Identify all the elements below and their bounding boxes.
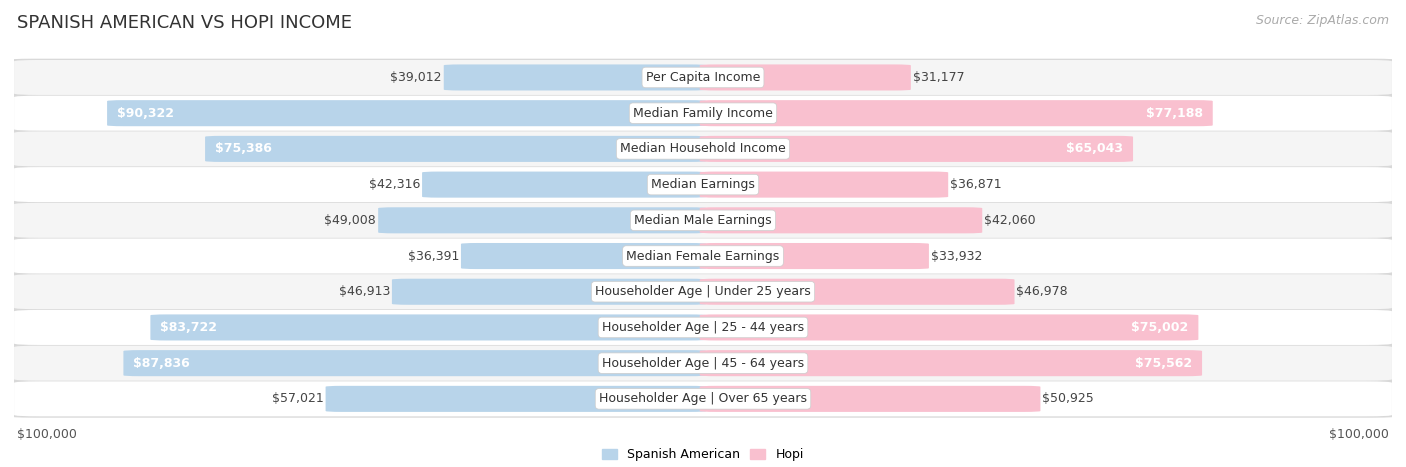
Text: $57,021: $57,021 — [271, 392, 323, 405]
Legend: Spanish American, Hopi: Spanish American, Hopi — [602, 448, 804, 461]
FancyBboxPatch shape — [14, 203, 1392, 238]
Text: $65,043: $65,043 — [1066, 142, 1123, 156]
Text: Median Family Income: Median Family Income — [633, 106, 773, 120]
FancyBboxPatch shape — [700, 386, 1040, 412]
Text: $75,002: $75,002 — [1132, 321, 1188, 334]
FancyBboxPatch shape — [700, 207, 983, 234]
FancyBboxPatch shape — [7, 95, 1399, 131]
Text: $31,177: $31,177 — [912, 71, 965, 84]
Text: Source: ZipAtlas.com: Source: ZipAtlas.com — [1256, 14, 1389, 27]
Text: $46,978: $46,978 — [1017, 285, 1069, 298]
FancyBboxPatch shape — [378, 207, 706, 234]
FancyBboxPatch shape — [14, 96, 1392, 131]
FancyBboxPatch shape — [150, 314, 706, 340]
FancyBboxPatch shape — [7, 381, 1399, 417]
FancyBboxPatch shape — [14, 346, 1392, 381]
Text: Median Household Income: Median Household Income — [620, 142, 786, 156]
Text: $33,932: $33,932 — [931, 249, 983, 262]
Text: Householder Age | 45 - 64 years: Householder Age | 45 - 64 years — [602, 357, 804, 370]
FancyBboxPatch shape — [392, 279, 706, 305]
Text: Per Capita Income: Per Capita Income — [645, 71, 761, 84]
Text: $49,008: $49,008 — [325, 214, 377, 227]
FancyBboxPatch shape — [14, 167, 1392, 202]
FancyBboxPatch shape — [700, 171, 948, 198]
FancyBboxPatch shape — [700, 100, 1213, 126]
Text: $36,871: $36,871 — [950, 178, 1002, 191]
FancyBboxPatch shape — [205, 136, 706, 162]
FancyBboxPatch shape — [7, 238, 1399, 274]
FancyBboxPatch shape — [700, 136, 1133, 162]
FancyBboxPatch shape — [326, 386, 706, 412]
FancyBboxPatch shape — [461, 243, 706, 269]
FancyBboxPatch shape — [7, 274, 1399, 310]
Text: $50,925: $50,925 — [1042, 392, 1094, 405]
Text: $36,391: $36,391 — [408, 249, 458, 262]
Text: $75,562: $75,562 — [1135, 357, 1192, 370]
Text: SPANISH AMERICAN VS HOPI INCOME: SPANISH AMERICAN VS HOPI INCOME — [17, 14, 352, 32]
Text: $87,836: $87,836 — [134, 357, 190, 370]
Text: $77,188: $77,188 — [1146, 106, 1204, 120]
FancyBboxPatch shape — [7, 166, 1399, 203]
FancyBboxPatch shape — [7, 59, 1399, 96]
Text: Median Earnings: Median Earnings — [651, 178, 755, 191]
FancyBboxPatch shape — [14, 60, 1392, 95]
FancyBboxPatch shape — [14, 131, 1392, 166]
FancyBboxPatch shape — [422, 171, 706, 198]
FancyBboxPatch shape — [14, 310, 1392, 345]
FancyBboxPatch shape — [700, 350, 1202, 376]
Text: $75,386: $75,386 — [215, 142, 271, 156]
Text: Median Female Earnings: Median Female Earnings — [627, 249, 779, 262]
FancyBboxPatch shape — [7, 131, 1399, 167]
Text: $90,322: $90,322 — [117, 106, 174, 120]
FancyBboxPatch shape — [700, 243, 929, 269]
Text: $83,722: $83,722 — [160, 321, 218, 334]
FancyBboxPatch shape — [700, 314, 1198, 340]
FancyBboxPatch shape — [7, 202, 1399, 239]
FancyBboxPatch shape — [14, 239, 1392, 274]
Text: Householder Age | Under 25 years: Householder Age | Under 25 years — [595, 285, 811, 298]
FancyBboxPatch shape — [444, 64, 706, 91]
FancyBboxPatch shape — [14, 274, 1392, 309]
FancyBboxPatch shape — [7, 309, 1399, 346]
Text: Householder Age | Over 65 years: Householder Age | Over 65 years — [599, 392, 807, 405]
Text: Median Male Earnings: Median Male Earnings — [634, 214, 772, 227]
FancyBboxPatch shape — [7, 345, 1399, 382]
FancyBboxPatch shape — [700, 279, 1015, 305]
Text: $46,913: $46,913 — [339, 285, 389, 298]
FancyBboxPatch shape — [124, 350, 706, 376]
FancyBboxPatch shape — [700, 64, 911, 91]
Text: $42,060: $42,060 — [984, 214, 1036, 227]
Text: $42,316: $42,316 — [368, 178, 420, 191]
FancyBboxPatch shape — [14, 382, 1392, 417]
FancyBboxPatch shape — [107, 100, 706, 126]
Text: Householder Age | 25 - 44 years: Householder Age | 25 - 44 years — [602, 321, 804, 334]
Text: $39,012: $39,012 — [391, 71, 441, 84]
